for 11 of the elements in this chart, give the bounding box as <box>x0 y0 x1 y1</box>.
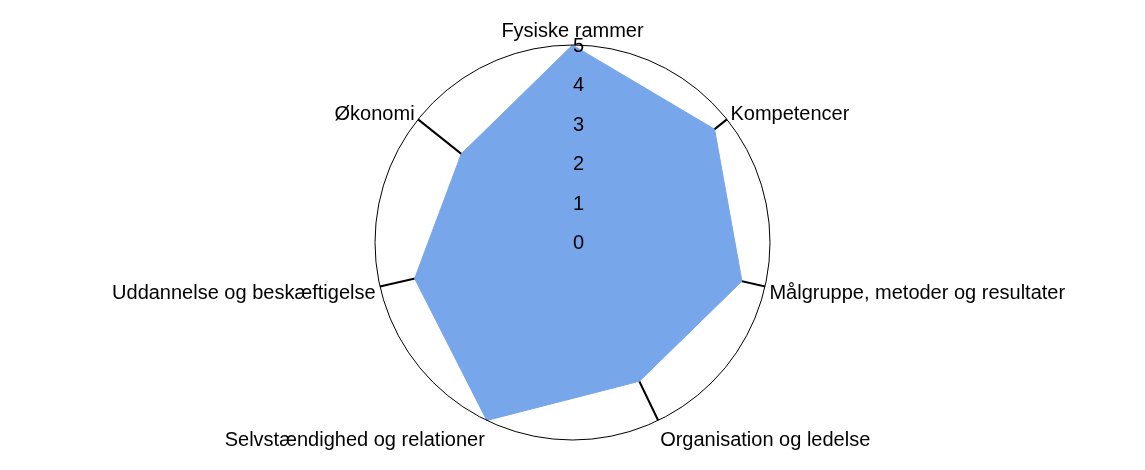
y-tick-label: 3 <box>573 112 585 135</box>
spoke-label: Organisation og ledelse <box>660 427 871 450</box>
spoke-label: Målgruppe, metoder og resultater <box>769 280 1066 303</box>
spoke-label: Økonomi <box>334 101 415 124</box>
y-tick-label: 0 <box>573 231 585 253</box>
spoke-label: Kompetencer <box>730 101 850 124</box>
y-tick-label: 1 <box>573 191 585 214</box>
y-tick-label: 2 <box>573 152 585 174</box>
y-tick-label: 4 <box>573 73 585 95</box>
spoke-label: Selvstændighed og relationer <box>224 427 486 450</box>
spoke-label: Uddannelse og beskæftigelse <box>112 280 376 303</box>
